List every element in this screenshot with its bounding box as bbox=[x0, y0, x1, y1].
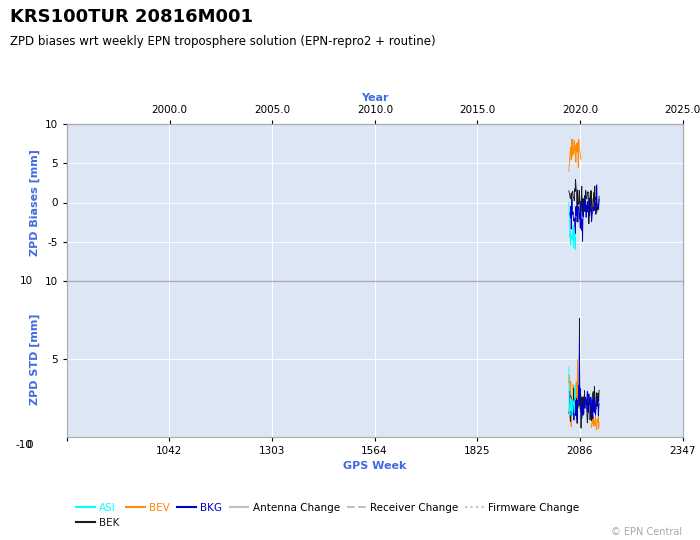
Text: 10: 10 bbox=[20, 276, 33, 286]
Y-axis label: ZPD Biases [mm]: ZPD Biases [mm] bbox=[30, 149, 40, 256]
Text: ZPD biases wrt weekly EPN troposphere solution (EPN-repro2 + routine): ZPD biases wrt weekly EPN troposphere so… bbox=[10, 35, 436, 48]
Text: -10: -10 bbox=[15, 440, 33, 450]
Text: 0: 0 bbox=[26, 440, 33, 450]
Text: © EPN Central: © EPN Central bbox=[611, 527, 682, 537]
X-axis label: Year: Year bbox=[360, 93, 388, 103]
Legend: ASI, BEK, BEV, BKG, Antenna Change, Receiver Change, Firmware Change: ASI, BEK, BEV, BKG, Antenna Change, Rece… bbox=[71, 498, 584, 532]
X-axis label: GPS Week: GPS Week bbox=[343, 461, 406, 470]
Text: KRS100TUR 20816M001: KRS100TUR 20816M001 bbox=[10, 8, 253, 26]
Y-axis label: ZPD STD [mm]: ZPD STD [mm] bbox=[30, 313, 40, 405]
